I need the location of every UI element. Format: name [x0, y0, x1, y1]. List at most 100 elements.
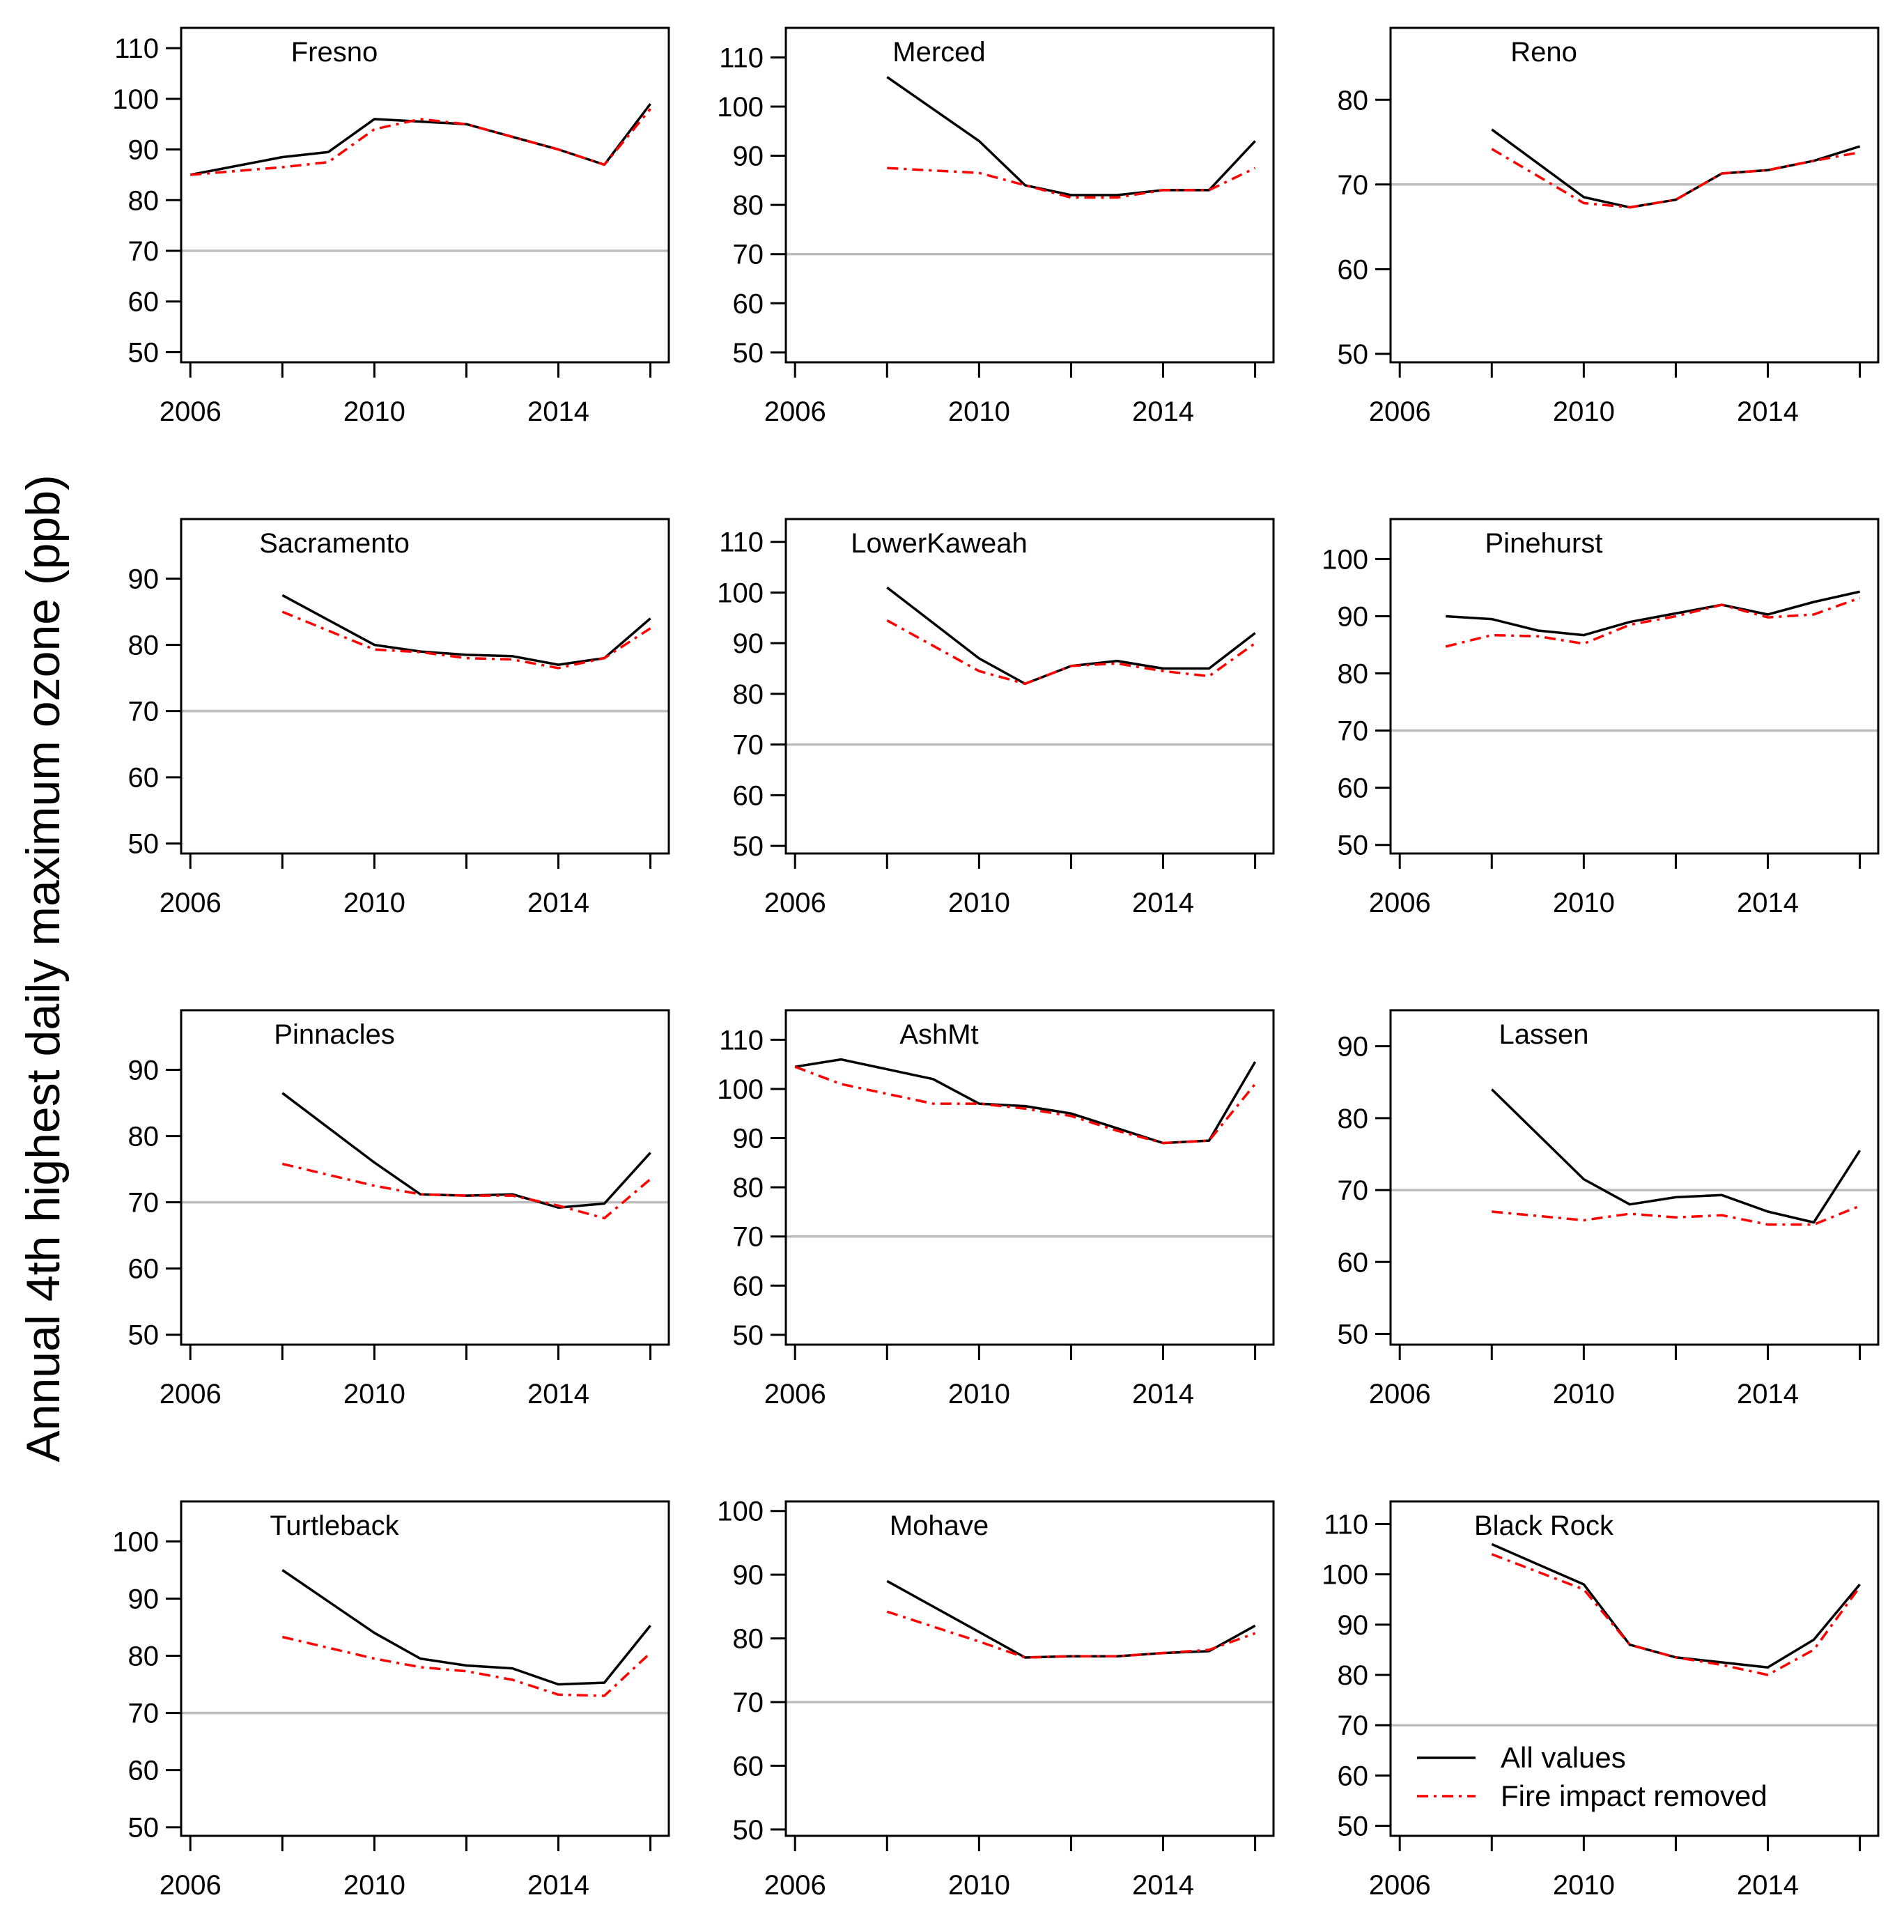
- series-line-all-values: [886, 586, 1256, 686]
- x-tick-label: 2006: [1369, 396, 1431, 427]
- y-tick-label: 70: [1338, 716, 1369, 747]
- x-tick-label: 2014: [1737, 888, 1799, 918]
- y-tick-label: 90: [128, 1584, 160, 1614]
- y-tick-label: 70: [733, 240, 764, 270]
- y-tick-label: 50: [1338, 339, 1369, 370]
- series-line-fire-impact-removed: [281, 610, 651, 670]
- plot-frame: [784, 518, 1275, 855]
- x-tick-label: 2010: [343, 888, 405, 918]
- y-tick-label: 110: [1324, 1509, 1368, 1540]
- y-tick-label: 60: [733, 1751, 764, 1782]
- panel-title: LowerKaweah: [851, 528, 1028, 559]
- x-tick-label: 2006: [764, 1870, 826, 1901]
- y-tick-label: 50: [733, 338, 764, 369]
- y-tick-label: 100: [717, 578, 764, 608]
- x-tick-label: 2006: [160, 396, 222, 427]
- y-tick-label: 110: [719, 42, 764, 73]
- y-tick-label: 80: [128, 631, 160, 661]
- y-tick-label: 80: [733, 190, 764, 221]
- y-tick-label: 100: [1322, 1560, 1368, 1591]
- panel-title: Sacramento: [259, 528, 410, 559]
- y-tick-label: 90: [128, 1056, 160, 1086]
- y-tick-label: 60: [1338, 773, 1369, 804]
- series-line-all-values: [1491, 1088, 1862, 1224]
- panel-lassen: 50 60 70 80 90 2006 2010 2014 Lassen: [1338, 1009, 1880, 1409]
- y-tick-label: 50: [128, 337, 160, 368]
- x-tick-label: 2006: [1369, 1379, 1431, 1409]
- y-axis-label: Annual 4th highest daily maximum ozone (…: [17, 474, 70, 1462]
- x-tick-label: 2010: [1553, 888, 1615, 918]
- panel-title: Black Rock: [1474, 1510, 1614, 1541]
- series-line-all-values: [281, 594, 651, 666]
- plot-frame: [180, 1009, 670, 1346]
- series-line-fire-impact-removed: [886, 619, 1256, 686]
- plot-frame: [180, 26, 670, 364]
- x-tick-label: 2010: [948, 396, 1010, 427]
- x-tick-label: 2014: [527, 396, 589, 427]
- series-line-fire-impact-removed: [281, 1162, 651, 1220]
- x-tick-label: 2006: [764, 396, 826, 427]
- y-tick-label: 110: [114, 33, 159, 64]
- x-tick-label: 2006: [764, 888, 826, 918]
- series-line-fire-impact-removed: [1491, 148, 1860, 209]
- series-line-fire-impact-removed: [190, 108, 651, 176]
- y-tick-label: 90: [733, 1124, 764, 1154]
- y-tick-label: 80: [128, 185, 160, 216]
- y-tick-label: 50: [733, 1320, 764, 1351]
- y-tick-label: 100: [717, 1074, 764, 1105]
- panel-title: AshMt: [899, 1019, 978, 1050]
- panel-title: Reno: [1510, 37, 1577, 68]
- series-line-fire-impact-removed: [1445, 596, 1861, 648]
- y-tick-label: 80: [128, 1122, 160, 1152]
- panel-merced: 50 60 70 80 90 100 110 2006 2010 2014 Merced: [717, 26, 1275, 427]
- y-tick-label: 90: [733, 141, 764, 172]
- series-line-all-values: [281, 1092, 651, 1209]
- panel-black-rock: 50 60 70 80 90 100 110 2006 2010 2014 Black Rock Al…: [1322, 1500, 1880, 1901]
- x-tick-label: 2006: [160, 1379, 222, 1409]
- series-line-fire-impact-removed: [281, 1635, 651, 1697]
- x-tick-label: 2010: [343, 1870, 405, 1901]
- x-tick-label: 2006: [1369, 888, 1431, 918]
- x-tick-label: 2014: [1737, 1870, 1799, 1901]
- y-tick-label: 50: [1338, 830, 1369, 861]
- y-tick-label: 90: [128, 564, 160, 595]
- x-tick-label: 2010: [1553, 1870, 1615, 1901]
- y-tick-label: 70: [733, 1687, 764, 1718]
- x-tick-label: 2014: [527, 888, 589, 918]
- legend: All values Fire impact removed: [1417, 1741, 1767, 1812]
- panel-pinnacles: 50 60 70 80 90 2006 2010 2014 Pinnacles: [128, 1009, 670, 1409]
- series-line-all-values: [794, 1058, 1257, 1145]
- x-tick-label: 2006: [160, 1870, 222, 1901]
- y-tick-label: 70: [1338, 1175, 1369, 1206]
- x-tick-label: 2014: [1132, 396, 1194, 427]
- y-tick-label: 90: [733, 628, 764, 659]
- panel-reno: 50 60 70 80 2006 2010 2014 Reno: [1338, 26, 1880, 427]
- y-tick-label: 70: [128, 697, 160, 727]
- legend-label-fire-impact-removed: Fire impact removed: [1501, 1779, 1767, 1812]
- y-tick-label: 90: [733, 1560, 764, 1591]
- x-tick-label: 2006: [764, 1379, 826, 1409]
- y-tick-label: 80: [1338, 85, 1369, 116]
- series-line-fire-impact-removed: [887, 167, 1256, 199]
- x-tick-label: 2014: [527, 1870, 589, 1901]
- y-tick-label: 50: [1338, 1811, 1369, 1842]
- y-tick-label: 100: [1322, 544, 1368, 575]
- y-tick-label: 70: [733, 1222, 764, 1253]
- x-tick-label: 2010: [343, 1379, 405, 1409]
- panel-title: Mohave: [890, 1510, 989, 1541]
- x-tick-label: 2014: [1132, 888, 1194, 918]
- plot-frame: [1389, 518, 1880, 855]
- x-tick-label: 2010: [343, 396, 405, 427]
- series-line-all-values: [886, 76, 1256, 196]
- x-tick-label: 2014: [1132, 1379, 1194, 1409]
- x-tick-label: 2014: [527, 1379, 589, 1409]
- x-tick-label: 2010: [948, 1870, 1010, 1901]
- y-tick-label: 50: [733, 831, 764, 862]
- panel-title: Merced: [892, 37, 985, 68]
- series-line-all-values: [281, 1569, 651, 1686]
- y-tick-label: 80: [128, 1641, 160, 1672]
- y-tick-label: 100: [112, 1527, 159, 1557]
- y-tick-label: 70: [128, 236, 160, 267]
- y-tick-label: 90: [1338, 601, 1369, 632]
- y-tick-label: 100: [717, 1497, 764, 1527]
